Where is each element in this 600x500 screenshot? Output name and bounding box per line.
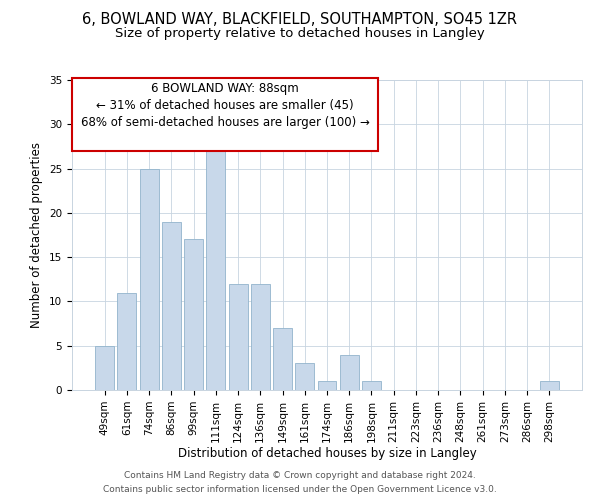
- X-axis label: Distribution of detached houses by size in Langley: Distribution of detached houses by size …: [178, 448, 476, 460]
- Bar: [251, 284, 270, 390]
- Text: Contains public sector information licensed under the Open Government Licence v3: Contains public sector information licen…: [103, 484, 497, 494]
- Bar: [295, 364, 314, 390]
- Text: Contains HM Land Registry data © Crown copyright and database right 2024.: Contains HM Land Registry data © Crown c…: [124, 472, 476, 480]
- Bar: [95, 346, 114, 390]
- Bar: [162, 222, 181, 390]
- Bar: [362, 381, 381, 390]
- Bar: [140, 168, 158, 390]
- Y-axis label: Number of detached properties: Number of detached properties: [31, 142, 43, 328]
- Text: Size of property relative to detached houses in Langley: Size of property relative to detached ho…: [115, 28, 485, 40]
- Text: 6, BOWLAND WAY, BLACKFIELD, SOUTHAMPTON, SO45 1ZR: 6, BOWLAND WAY, BLACKFIELD, SOUTHAMPTON,…: [83, 12, 517, 28]
- Bar: [340, 354, 359, 390]
- Bar: [540, 381, 559, 390]
- Bar: [273, 328, 292, 390]
- Bar: [229, 284, 248, 390]
- Bar: [206, 142, 225, 390]
- Text: 6 BOWLAND WAY: 88sqm
← 31% of detached houses are smaller (45)
68% of semi-detac: 6 BOWLAND WAY: 88sqm ← 31% of detached h…: [80, 82, 370, 128]
- Bar: [317, 381, 337, 390]
- Bar: [118, 292, 136, 390]
- FancyBboxPatch shape: [72, 78, 378, 152]
- Bar: [184, 240, 203, 390]
